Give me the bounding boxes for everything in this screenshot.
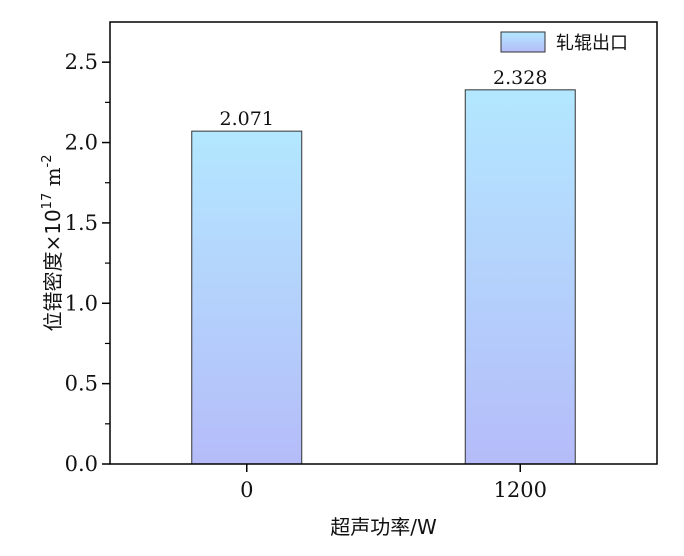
bar-series — [191, 89, 576, 465]
x-axis-ticks: 0 1200 — [240, 464, 547, 502]
legend-label: 轧辊出口 — [556, 33, 628, 54]
y-tick-label: 2.5 — [65, 50, 98, 74]
x-tick-label: 1200 — [494, 478, 547, 502]
bar-value-label: 2.071 — [220, 108, 274, 130]
bar-value-label: 2.328 — [493, 67, 547, 89]
data-labels: 2.071 2.328 — [220, 67, 548, 130]
y-tick-label: 1.0 — [65, 291, 98, 315]
y-tick-label: 1.5 — [65, 211, 98, 235]
x-tick-label: 0 — [240, 478, 253, 502]
y-axis-title-unit: m — [41, 167, 65, 192]
y-axis-title-exponent: 17 — [40, 193, 55, 210]
y-axis-title: 位错密度×1017 m-2 — [40, 154, 65, 331]
y-tick-label: 2.0 — [65, 131, 98, 155]
legend-swatch — [500, 31, 546, 53]
y-axis-ticks: 0.0 0.5 1.0 1.5 2.0 2.5 — [65, 50, 110, 476]
y-axis-title-main: 位错密度×10 — [41, 209, 65, 331]
y-tick-label: 0.5 — [65, 372, 98, 396]
y-tick-label: 0.0 — [65, 452, 98, 476]
x-axis-title: 超声功率/W — [330, 515, 437, 539]
plot-area-frame — [109, 21, 658, 465]
y-axis-title-unit-exponent: -2 — [40, 154, 55, 167]
bar — [464, 89, 576, 465]
legend: 轧辊出口 — [500, 31, 628, 54]
bar — [191, 130, 303, 465]
